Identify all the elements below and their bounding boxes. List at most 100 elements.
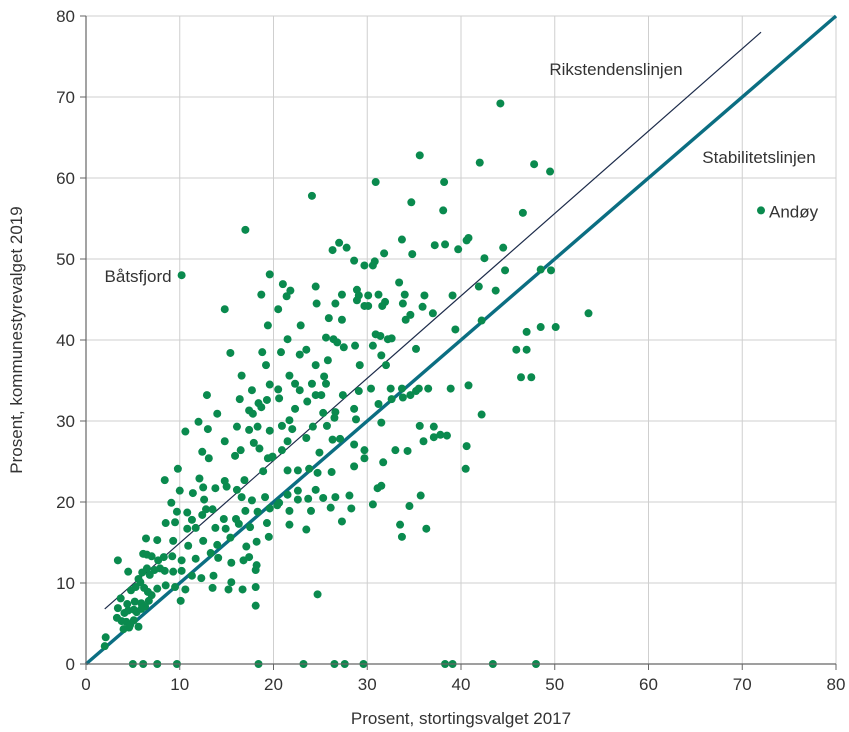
data-point [101, 633, 110, 642]
data-point [302, 525, 311, 534]
x-tick-label: 50 [545, 675, 564, 694]
data-point [168, 552, 177, 561]
data-point [177, 566, 186, 575]
data-point [474, 282, 483, 291]
data-point [253, 507, 262, 516]
data-point [319, 493, 328, 502]
data-point [320, 372, 329, 381]
data-point [136, 578, 145, 587]
data-point [397, 384, 406, 393]
data-point [238, 585, 247, 594]
x-tick-label: 10 [170, 675, 189, 694]
data-point [454, 245, 463, 254]
data-point [208, 583, 217, 592]
data-point [172, 507, 181, 516]
data-point [522, 345, 531, 354]
data-point [251, 583, 260, 592]
data-point [169, 567, 178, 576]
y-tick-label: 10 [56, 574, 75, 593]
data-point [499, 243, 508, 252]
annotation-andoy: Andøy [769, 202, 819, 221]
data-point [352, 296, 361, 305]
data-point [194, 417, 203, 426]
data-point [293, 486, 302, 495]
data-point [116, 594, 125, 603]
data-point [220, 305, 229, 314]
data-point [274, 305, 283, 314]
data-point [326, 503, 335, 512]
data-point [374, 399, 383, 408]
data-point [237, 371, 246, 380]
data-point [440, 178, 449, 187]
data-point [337, 517, 346, 526]
data-point [345, 491, 354, 500]
data-point [324, 314, 333, 323]
data-point [461, 464, 470, 473]
data-point [428, 309, 437, 318]
data-point [527, 373, 536, 382]
data-point [339, 343, 348, 352]
data-point [161, 519, 170, 528]
data-point [368, 500, 377, 509]
data-point [446, 384, 455, 393]
data-point [199, 483, 208, 492]
data-point [315, 448, 324, 457]
data-point [377, 351, 386, 360]
data-point [199, 536, 208, 545]
data-point [161, 581, 170, 590]
data-point [419, 437, 428, 446]
data-point [175, 486, 184, 495]
data-point [302, 434, 311, 443]
data-point [198, 447, 207, 456]
data-point [222, 482, 231, 491]
data-point [360, 446, 369, 455]
data-point [395, 278, 404, 287]
data-point [416, 491, 425, 500]
data-point [424, 384, 433, 393]
data-point [160, 476, 169, 485]
data-point [202, 505, 210, 514]
data-point [173, 464, 182, 473]
data-point [278, 280, 287, 289]
data-point [209, 571, 218, 580]
data-point [184, 541, 193, 550]
data-point [350, 462, 359, 471]
data-point [382, 361, 390, 370]
data-point [130, 597, 139, 606]
data-point [245, 425, 254, 434]
data-point [336, 434, 345, 443]
data-point [512, 345, 521, 354]
data-point [757, 206, 765, 215]
data-point [224, 585, 233, 594]
data-point [337, 290, 346, 299]
data-point [286, 286, 295, 295]
x-tick-label: 0 [81, 675, 90, 694]
data-point [220, 437, 229, 446]
data-point [307, 506, 315, 515]
data-point [317, 391, 326, 400]
data-point [237, 493, 246, 502]
data-point [181, 585, 190, 594]
data-point [247, 386, 256, 395]
data-point [364, 301, 373, 310]
data-point [360, 261, 369, 270]
data-point [441, 240, 450, 249]
data-point [546, 167, 555, 176]
y-tick-label: 50 [56, 250, 75, 269]
data-point [283, 335, 292, 344]
y-tick-label: 80 [56, 7, 75, 26]
data-point [232, 422, 241, 431]
data-point [303, 397, 312, 406]
data-point [462, 442, 471, 451]
data-point [285, 371, 294, 380]
data-point [134, 622, 143, 631]
data-point [176, 596, 185, 605]
data-point [187, 571, 196, 580]
y-tick-label: 60 [56, 169, 75, 188]
data-point [204, 454, 213, 463]
data-point [191, 523, 200, 532]
data-point [240, 476, 249, 485]
data-point [262, 361, 270, 370]
x-tick-label: 80 [827, 675, 846, 694]
data-point [227, 558, 236, 567]
